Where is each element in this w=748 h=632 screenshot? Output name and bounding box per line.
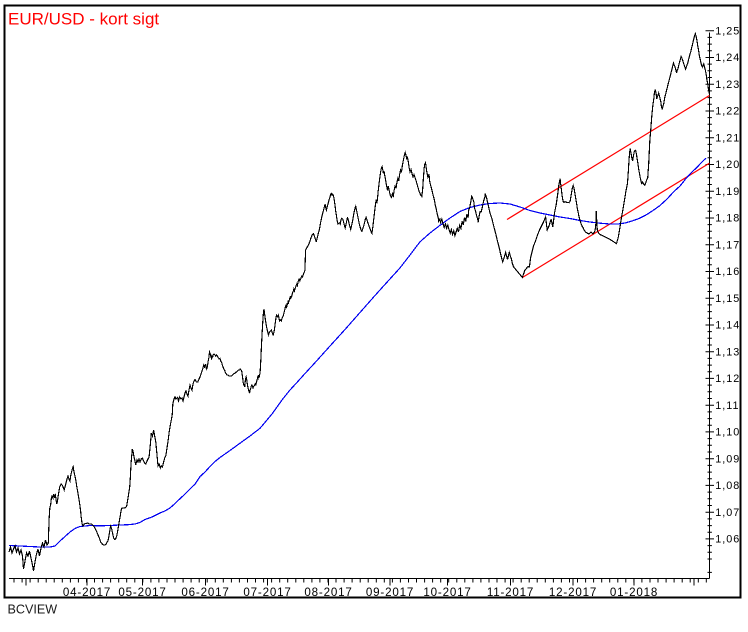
svg-text:11-2017: 11-2017 [487, 586, 534, 599]
svg-text:01-2018: 01-2018 [610, 586, 658, 599]
svg-text:BCVIEW: BCVIEW [8, 603, 58, 617]
svg-text:1,24: 1,24 [715, 52, 740, 64]
svg-text:08-2017: 08-2017 [304, 586, 352, 599]
svg-text:1,08: 1,08 [715, 480, 740, 492]
svg-text:1,11: 1,11 [715, 400, 739, 412]
svg-text:1,13: 1,13 [715, 346, 740, 358]
svg-text:1,07: 1,07 [715, 507, 740, 519]
svg-text:1,21: 1,21 [715, 132, 740, 144]
svg-text:1,12: 1,12 [715, 373, 740, 385]
svg-text:1,22: 1,22 [715, 106, 740, 118]
svg-text:12-2017: 12-2017 [549, 586, 597, 599]
svg-text:07-2017: 07-2017 [243, 586, 291, 599]
svg-text:1,18: 1,18 [715, 213, 740, 225]
svg-text:09-2017: 09-2017 [366, 586, 414, 599]
svg-text:1,23: 1,23 [715, 79, 740, 91]
svg-text:1,15: 1,15 [715, 293, 740, 305]
svg-text:1,14: 1,14 [715, 320, 740, 332]
svg-text:10-2017: 10-2017 [423, 586, 471, 599]
svg-text:1,10: 1,10 [715, 427, 740, 439]
svg-text:EUR/USD - kort sigt: EUR/USD - kort sigt [8, 10, 159, 29]
svg-text:06-2017: 06-2017 [181, 586, 229, 599]
svg-text:1,16: 1,16 [715, 266, 740, 278]
svg-text:04-2017: 04-2017 [63, 586, 111, 599]
svg-text:1,17: 1,17 [715, 239, 740, 251]
svg-text:1,19: 1,19 [715, 186, 740, 198]
svg-text:1,20: 1,20 [715, 159, 740, 171]
svg-text:1,09: 1,09 [715, 453, 740, 465]
svg-text:05-2017: 05-2017 [118, 586, 166, 599]
svg-text:1,06: 1,06 [715, 534, 740, 546]
svg-text:1,25: 1,25 [715, 25, 740, 37]
